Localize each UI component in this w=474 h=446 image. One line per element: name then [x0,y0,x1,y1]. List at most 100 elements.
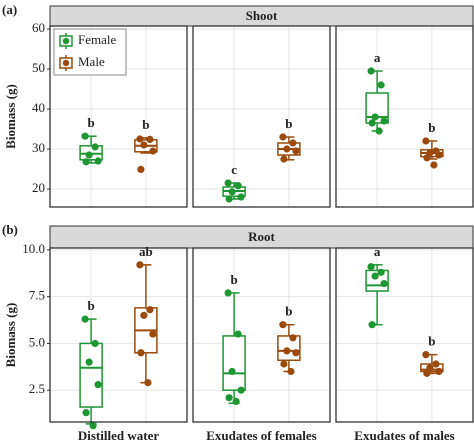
strip-title: Root [248,229,275,244]
significance-letter: b [87,115,94,130]
point [237,193,245,201]
panel-label: (b) [2,222,18,237]
significance-letter: b [428,120,435,135]
significance-letter: c [231,162,237,177]
legend-label: Female [78,32,116,47]
point [137,349,145,357]
point [375,127,383,135]
point [368,321,376,329]
point [82,409,90,417]
y-tick-label: 40 [32,100,45,115]
point [91,339,99,348]
legend-label: Male [78,54,105,69]
x-tick-label: Distilled water [78,428,159,443]
y-tick-label: 2.5 [29,381,45,396]
point [85,358,93,366]
point [279,321,287,329]
y-tick-label: 10.0 [22,241,45,256]
point [146,135,154,143]
point [137,165,145,173]
point [279,133,287,141]
point [85,151,93,159]
significance-letter: a [374,50,381,65]
point [91,143,99,151]
point [140,311,148,319]
point [149,330,157,338]
point [224,179,232,187]
significance-letter: b [285,116,292,131]
point [136,135,144,143]
significance-letter: b [285,304,292,319]
point [292,147,300,155]
facet-panel [336,26,473,207]
facet-panel [193,248,330,422]
point [94,157,102,165]
point [81,132,89,140]
point [280,155,288,163]
point [228,188,236,196]
point [136,261,144,269]
y-tick-label: 5.0 [29,334,45,349]
point [368,119,376,127]
point [237,386,245,394]
y-axis-label: Biomass (g) [3,303,18,368]
point [367,263,375,271]
point [289,139,297,147]
facet-panel [50,248,187,422]
facet-border [49,247,188,423]
box [222,335,246,391]
point [224,289,232,297]
facet-border [192,247,331,423]
legend-key-point [62,37,70,45]
point [140,141,148,149]
y-tick-label: 7.5 [29,288,45,303]
strip-title: Shoot [246,8,278,23]
point [292,349,300,357]
point [422,137,430,145]
point [234,182,242,190]
x-tick-label: Exudates of females [206,428,317,443]
facet-border [335,25,474,208]
point [280,360,288,368]
point [380,117,388,125]
significance-letter: ab [139,244,153,259]
point [283,145,291,153]
facet-border [335,247,474,423]
point [287,367,295,376]
y-tick-label: 30 [32,140,45,155]
point [422,351,430,359]
facet-border [49,25,188,208]
point [225,195,233,203]
point [371,272,379,280]
point [228,367,236,376]
x-tick-label: Exudates of males [354,428,454,443]
facet-panel [193,26,330,207]
y-tick-label: 50 [32,60,45,75]
facet-panel [336,248,473,422]
facet-border [192,25,331,208]
point [377,268,385,276]
point [380,279,388,288]
point [426,364,434,372]
panel-label: (a) [2,2,17,17]
significance-letter: a [374,244,381,259]
y-tick-label: 60 [32,20,45,35]
point [289,334,297,342]
point [435,151,443,159]
box [365,92,389,124]
significance-letter: b [87,298,94,313]
point [225,394,233,402]
point [146,306,154,314]
point [423,369,431,377]
point [435,367,443,376]
significance-letter: b [428,334,435,349]
point [89,422,97,430]
point [423,154,431,162]
significance-letter: b [230,272,237,287]
box [79,342,103,408]
legend-key-point [62,59,70,67]
y-tick-label: 20 [32,180,45,195]
point [371,113,379,121]
point [430,161,438,169]
